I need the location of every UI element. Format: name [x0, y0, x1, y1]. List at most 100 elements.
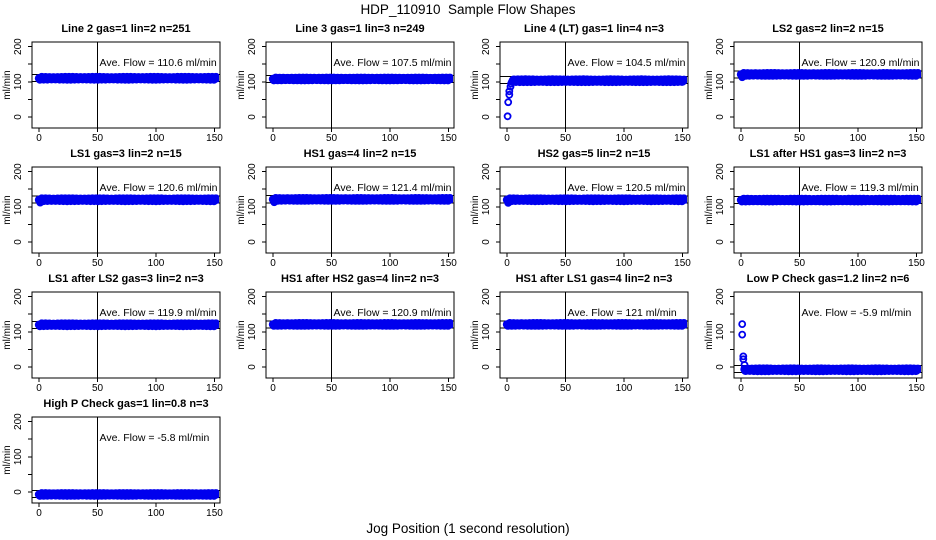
- y-tick-label: 200: [481, 38, 492, 55]
- flow-panel: 0 100 200 0 50 100 150 ml/min High P Check gas=1…: [2, 398, 223, 518]
- y-tick-label: 0: [247, 114, 258, 120]
- flow-panel: 0 100 200 0 50 100 150 ml/min Line 4 (LT) gas=1 …: [470, 23, 691, 143]
- x-tick-label: 100: [148, 258, 165, 268]
- y-tick-label: 100: [247, 198, 258, 215]
- y-axis-unit-label: ml/min: [236, 195, 247, 224]
- x-tick-label: 50: [92, 508, 104, 518]
- ave-flow-label: Ave. Flow = 120.9 ml/min: [334, 307, 452, 319]
- x-tick-label: 150: [206, 508, 223, 518]
- panel-title: LS1 after LS2 gas=3 lin=2 n=3: [48, 273, 204, 285]
- x-tick-label: 0: [36, 508, 42, 518]
- flow-panel: 0 100 200 0 50 100 150 ml/min LS1 after HS1 gas=…: [704, 148, 925, 268]
- x-tick-label: 150: [908, 383, 925, 393]
- y-tick-label: 0: [481, 239, 492, 245]
- panel-title: LS2 gas=2 lin=2 n=15: [772, 23, 884, 35]
- x-tick-label: 150: [674, 133, 691, 143]
- data-points: [34, 319, 219, 331]
- x-tick-label: 0: [36, 258, 42, 268]
- y-axis-unit-label: ml/min: [470, 195, 481, 224]
- plot-box: [499, 41, 689, 129]
- y-tick-label: 0: [715, 364, 726, 370]
- y-tick-label: 0: [481, 114, 492, 120]
- ave-flow-label: Ave. Flow = 107.5 ml/min: [334, 57, 452, 69]
- panel-title: LS1 gas=3 lin=2 n=15: [70, 148, 182, 160]
- x-tick-label: 0: [504, 133, 510, 143]
- ave-flow-label: Ave. Flow = 119.3 ml/min: [802, 182, 919, 194]
- x-tick-label: 50: [794, 133, 806, 143]
- ave-flow-label: Ave. Flow = 119.9 ml/min: [100, 307, 217, 319]
- y-tick-label: 100: [13, 323, 24, 340]
- data-points: [502, 194, 687, 207]
- y-tick-label: 200: [13, 288, 24, 305]
- data-points: [503, 75, 687, 121]
- plot-box: [733, 41, 923, 129]
- y-tick-label: 200: [13, 38, 24, 55]
- x-tick-label: 150: [440, 258, 457, 268]
- figure-title: HDP_110910 Sample Flow Shapes: [360, 2, 576, 17]
- y-axis-unit-label: ml/min: [2, 70, 13, 99]
- x-tick-label: 0: [36, 383, 42, 393]
- ave-flow-label: Ave. Flow = 120.6 ml/min: [100, 182, 218, 194]
- flow-panel: 0 100 200 0 50 100 150 ml/min HS1 gas=4 lin=2 n=…: [236, 148, 457, 268]
- y-tick-label: 100: [13, 198, 24, 215]
- data-points: [268, 73, 453, 85]
- x-tick-label: 50: [326, 383, 338, 393]
- flow-panel: 0 100 200 0 50 100 150 ml/min HS2 gas=5 lin=2 n=…: [470, 148, 691, 268]
- plot-box: [499, 166, 689, 254]
- panel-title: Low P Check gas=1.2 lin=2 n=6: [747, 273, 910, 285]
- y-tick-label: 100: [715, 73, 726, 90]
- flow-panel: 0 100 200 0 50 100 150 ml/min LS1 after LS2 gas=…: [2, 273, 223, 393]
- x-tick-label: 50: [92, 383, 104, 393]
- x-tick-label: 100: [148, 133, 165, 143]
- y-tick-label: 200: [247, 163, 258, 180]
- ave-flow-label: Ave. Flow = 104.5 ml/min: [568, 57, 686, 69]
- data-points: [736, 194, 921, 206]
- x-tick-label: 150: [908, 258, 925, 268]
- x-tick-label: 50: [794, 383, 806, 393]
- panel-title: Line 3 gas=1 lin=3 n=249: [295, 23, 424, 35]
- data-points: [736, 69, 921, 82]
- y-tick-label: 200: [247, 38, 258, 55]
- y-tick-label: 100: [481, 198, 492, 215]
- y-axis-unit-label: ml/min: [2, 445, 13, 474]
- y-tick-label: 100: [13, 73, 24, 90]
- y-tick-label: 0: [247, 239, 258, 245]
- plot-box: [499, 291, 689, 379]
- y-tick-label: 0: [715, 239, 726, 245]
- plot-box: [265, 166, 455, 254]
- ave-flow-label: Ave. Flow = 120.9 ml/min: [802, 57, 920, 69]
- plot-box: [733, 166, 923, 254]
- panel-title: HS1 after HS2 gas=4 lin=2 n=3: [281, 273, 439, 285]
- x-tick-label: 0: [504, 383, 510, 393]
- x-tick-label: 150: [206, 383, 223, 393]
- y-tick-label: 0: [715, 114, 726, 120]
- x-tick-label: 50: [794, 258, 806, 268]
- data-points: [34, 489, 219, 500]
- x-tick-label: 100: [850, 383, 867, 393]
- plot-box: [31, 416, 221, 504]
- x-tick-label: 150: [674, 383, 691, 393]
- ave-flow-label: Ave. Flow = 121.4 ml/min: [334, 182, 452, 194]
- y-tick-label: 200: [481, 163, 492, 180]
- panel-title: Line 2 gas=1 lin=2 n=251: [61, 23, 190, 35]
- x-tick-label: 50: [560, 258, 572, 268]
- panel-title: Line 4 (LT) gas=1 lin=4 n=3: [524, 23, 664, 35]
- x-tick-label: 0: [270, 133, 276, 143]
- y-tick-label: 100: [481, 323, 492, 340]
- x-tick-label: 100: [616, 133, 633, 143]
- plot-box: [265, 291, 455, 379]
- y-axis-unit-label: ml/min: [704, 195, 715, 224]
- y-tick-label: 200: [247, 288, 258, 305]
- x-tick-label: 100: [148, 508, 165, 518]
- data-points: [34, 194, 219, 207]
- panel-title: HS1 after LS1 gas=4 lin=2 n=3: [516, 273, 673, 285]
- y-tick-label: 100: [715, 198, 726, 215]
- y-tick-label: 200: [481, 288, 492, 305]
- ave-flow-label: Ave. Flow = 121 ml/min: [568, 307, 677, 319]
- x-tick-label: 150: [908, 133, 925, 143]
- y-tick-label: 0: [247, 364, 258, 370]
- x-tick-label: 50: [560, 383, 572, 393]
- y-axis-unit-label: ml/min: [2, 320, 13, 349]
- data-points: [268, 319, 453, 330]
